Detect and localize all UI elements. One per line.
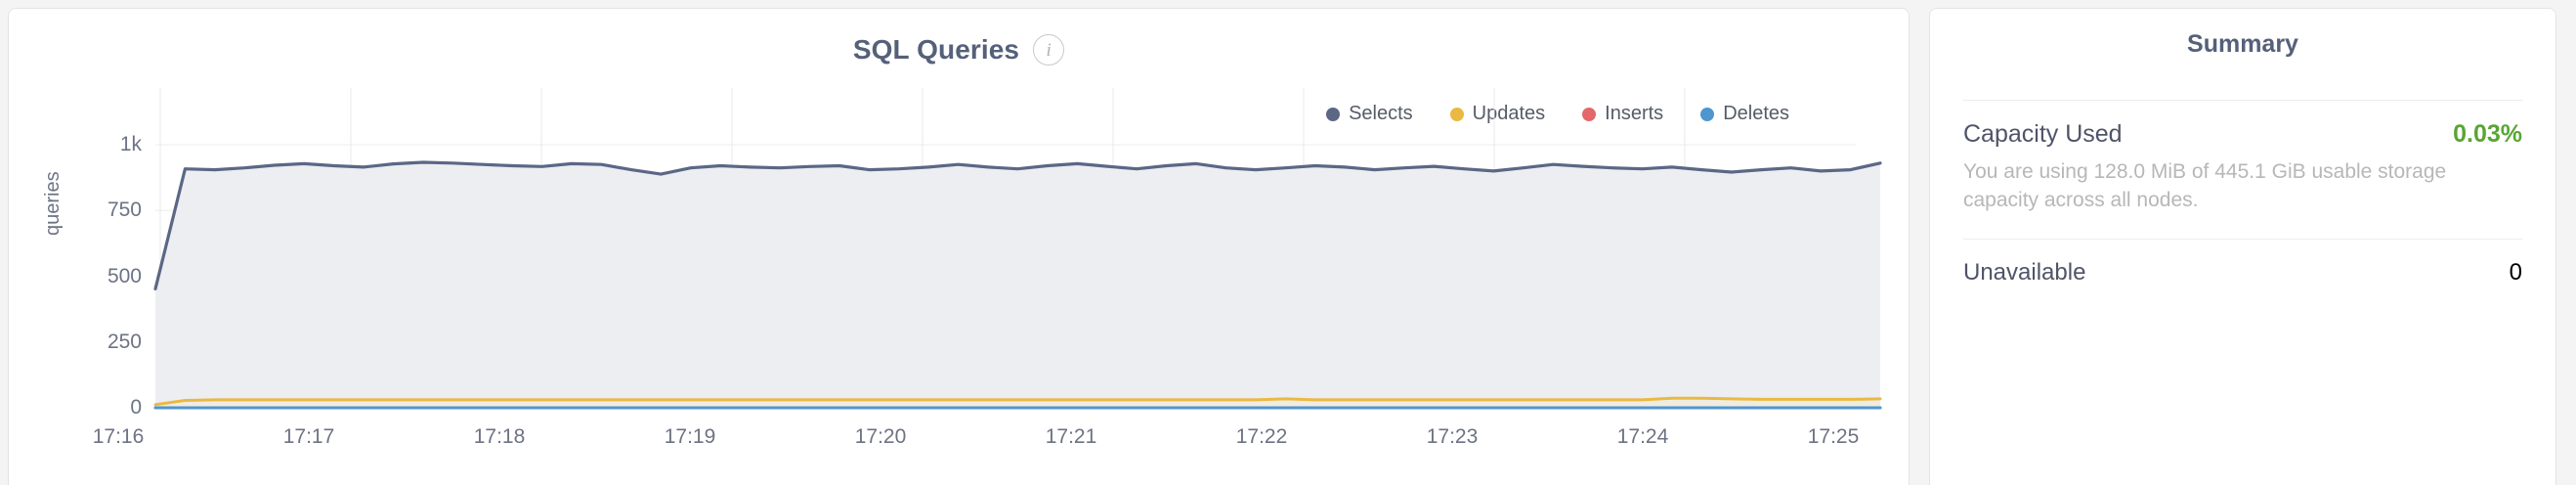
unavailable-row: Unavailable 0 <box>1963 259 2522 296</box>
x-tick-label: 17:23 <box>1426 425 1479 448</box>
legend-label: Deletes <box>1723 103 1789 124</box>
series-line-selects <box>153 160 1882 290</box>
series-line-updates <box>153 396 1882 407</box>
chart-plot-area: queries 0 250 500 750 1k 17:16 17:17 17:18 17:1… <box>9 9 1911 485</box>
summary-card: Summary Capacity Used 0.03% You are usin… <box>1929 8 2556 485</box>
unavailable-label: Unavailable <box>1963 258 2086 286</box>
legend-label: Inserts <box>1605 103 1664 124</box>
x-tick-label: 17:20 <box>854 425 907 448</box>
x-tick-label: 17:16 <box>92 425 145 448</box>
x-tick-label: 17:22 <box>1235 425 1288 448</box>
series-area-selects <box>155 162 1880 408</box>
legend-item-selects[interactable]: Selects <box>1326 103 1413 125</box>
legend-item-deletes[interactable]: Deletes <box>1700 103 1789 125</box>
x-tick-label: 17:24 <box>1616 425 1669 448</box>
y-tick-label: 0 <box>130 396 142 419</box>
info-icon[interactable]: i <box>1033 34 1065 66</box>
summary-title: Summary <box>2187 30 2298 58</box>
series-area-updates <box>155 398 1880 408</box>
capacity-used-description: You are using 128.0 MiB of 445.1 GiB usa… <box>1963 160 2447 211</box>
legend-dot-icon <box>1582 107 1597 121</box>
x-tick-label: 17:18 <box>473 425 526 448</box>
legend-label: Selects <box>1349 103 1413 124</box>
legend-dot-icon <box>1449 107 1464 121</box>
y-tick-label: 500 <box>107 264 142 287</box>
capacity-used-row: Capacity Used 0.03% <box>1963 120 2522 149</box>
unavailable-value: 0 <box>2509 258 2522 286</box>
legend-item-updates[interactable]: Updates <box>1449 103 1546 125</box>
y-tick-label: 250 <box>107 330 142 353</box>
chart-header: SQL Queries i <box>9 34 1909 66</box>
summary-divider-2 <box>1963 238 2522 240</box>
legend-dot-icon <box>1326 107 1341 121</box>
chart-svg <box>153 88 1882 410</box>
x-tick-label: 17:25 <box>1807 425 1860 448</box>
x-tick-label: 17:19 <box>664 425 716 448</box>
legend-label: Updates <box>1472 103 1546 124</box>
x-tick-label: 17:21 <box>1045 425 1097 448</box>
legend-dot-icon <box>1700 107 1715 121</box>
capacity-used-label: Capacity Used <box>1963 120 2123 148</box>
page-title: SQL Queries <box>852 34 1020 65</box>
x-tick-label: 17:17 <box>282 425 335 448</box>
summary-divider <box>1963 100 2522 101</box>
sql-queries-chart-card: SQL Queries i Selects Updates Inserts Delet… <box>8 8 1910 485</box>
y-tick-label: 1k <box>119 133 142 155</box>
legend-item-inserts[interactable]: Inserts <box>1582 103 1663 125</box>
y-tick-label: 750 <box>107 198 142 222</box>
y-axis-ticks: 0 250 500 750 1k <box>71 9 142 485</box>
capacity-used-value: 0.03% <box>2453 120 2522 148</box>
chart-legend: Selects Updates Inserts Deletes <box>1326 103 1789 125</box>
y-axis-title: queries <box>42 171 64 236</box>
